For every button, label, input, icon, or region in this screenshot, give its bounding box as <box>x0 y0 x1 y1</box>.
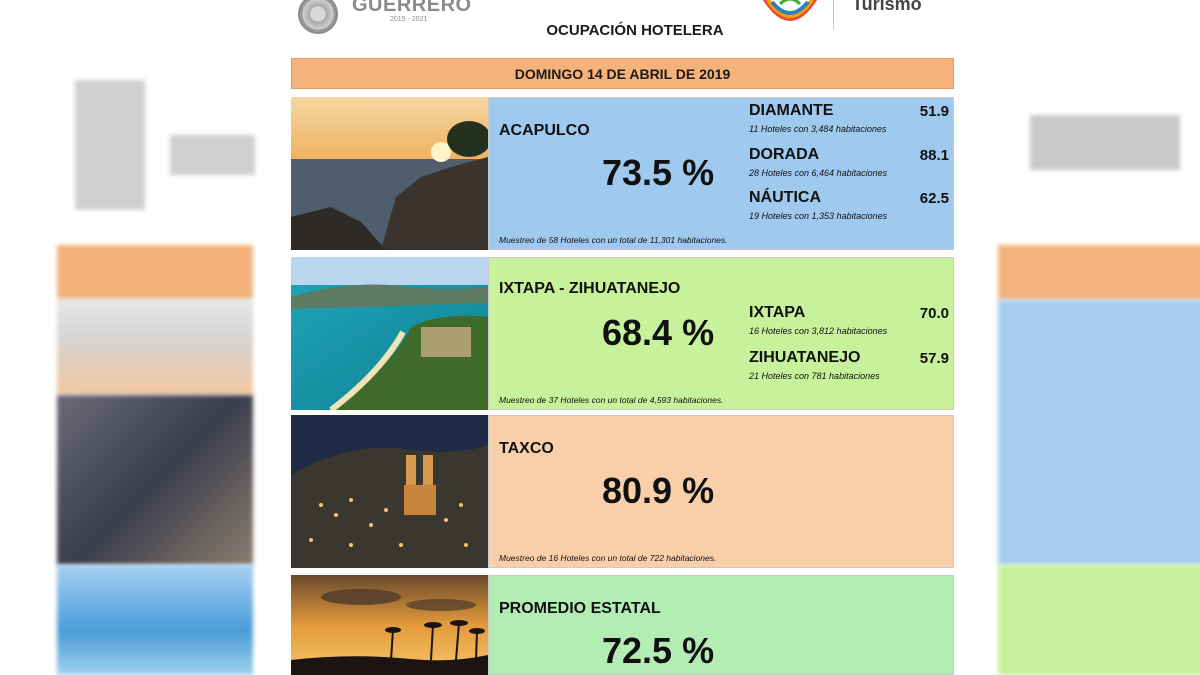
acapulco-row: ACAPULCO 73.5 % DIAMANTE 51.9 11 Hoteles… <box>291 97 954 250</box>
ixtapa-photo <box>291 257 488 410</box>
zone-value: 70.0 <box>919 305 949 322</box>
taxco-photo <box>291 415 488 568</box>
region-name: ACAPULCO <box>499 122 590 139</box>
guerrero-logo: GUERRERO 2015 - 2021 <box>298 0 498 36</box>
occupancy-percent: 68.4 % <box>602 312 715 353</box>
zone-value: 88.1 <box>919 147 949 164</box>
zone-description: 16 Hoteles con 3,812 habitaciones <box>749 326 888 336</box>
state-years: 2015 - 2021 <box>390 16 428 23</box>
sample-note: Muestreo de 37 Hoteles con un total de 4… <box>499 395 724 405</box>
ixtapa-row: IXTAPA - ZIHUATANEJO 68.4 % IXTAPA 70.0 … <box>291 257 954 410</box>
zone-value: 57.9 <box>919 350 949 367</box>
state-name: GUERRERO <box>352 0 472 16</box>
blurred-left-background <box>0 0 260 675</box>
hotel-occupancy-report: GUERRERO 2015 - 2021 OCUPACIÓN HOTELERA … <box>270 0 970 675</box>
region-name: PROMEDIO ESTATAL <box>499 600 661 617</box>
blurred-right-background <box>990 0 1200 675</box>
promedio-panel: PROMEDIO ESTATAL 72.5 % <box>488 575 954 675</box>
zone-description: 19 Hoteles con 1,353 habitaciones <box>749 211 888 221</box>
region-name: IXTAPA - ZIHUATANEJO <box>499 280 681 297</box>
zone-description: 21 Hoteles con 781 habitaciones <box>749 371 880 381</box>
zone-name: DIAMANTE <box>749 102 834 119</box>
occupancy-percent: 73.5 % <box>602 152 715 193</box>
zone-value: 62.5 <box>919 190 949 207</box>
zone-description: 11 Hoteles con 3,484 habitaciones <box>749 124 887 134</box>
tourism-logo-icon <box>762 0 818 21</box>
zone-name: NÁUTICA <box>749 189 821 206</box>
zone-name: DORADA <box>749 146 820 163</box>
zone-description: 28 Hoteles con 6,464 habitaciones <box>749 168 888 178</box>
sample-note: Muestreo de 16 Hoteles con un total de 7… <box>499 553 717 563</box>
zone-name: ZIHUATANEJO <box>749 349 861 366</box>
state-seal-icon <box>298 0 338 34</box>
zone-value: 51.9 <box>919 103 949 120</box>
occupancy-percent: 80.9 % <box>602 470 715 511</box>
report-title: OCUPACIÓN HOTELERA <box>546 22 724 39</box>
acapulco-panel: ACAPULCO 73.5 % DIAMANTE 51.9 11 Hoteles… <box>488 97 954 250</box>
date-bar: DOMINGO 14 DE ABRIL DE 2019 <box>291 58 954 89</box>
taxco-panel: TAXCO 80.9 % Muestreo de 16 Hoteles con … <box>488 415 954 568</box>
logo-divider <box>833 0 834 30</box>
acapulco-photo <box>291 97 488 250</box>
sample-note: Muestreo de 58 Hoteles con un total de 1… <box>499 235 728 245</box>
sunset-photo <box>291 575 488 675</box>
occupancy-percent: 72.5 % <box>602 630 715 671</box>
ixtapa-panel: IXTAPA - ZIHUATANEJO 68.4 % IXTAPA 70.0 … <box>488 257 954 410</box>
promedio-row: PROMEDIO ESTATAL 72.5 % <box>291 575 954 675</box>
taxco-row: TAXCO 80.9 % Muestreo de 16 Hoteles con … <box>291 415 954 568</box>
tourism-label: Turismo <box>852 0 922 14</box>
zone-name: IXTAPA <box>749 304 806 321</box>
region-name: TAXCO <box>499 440 554 457</box>
